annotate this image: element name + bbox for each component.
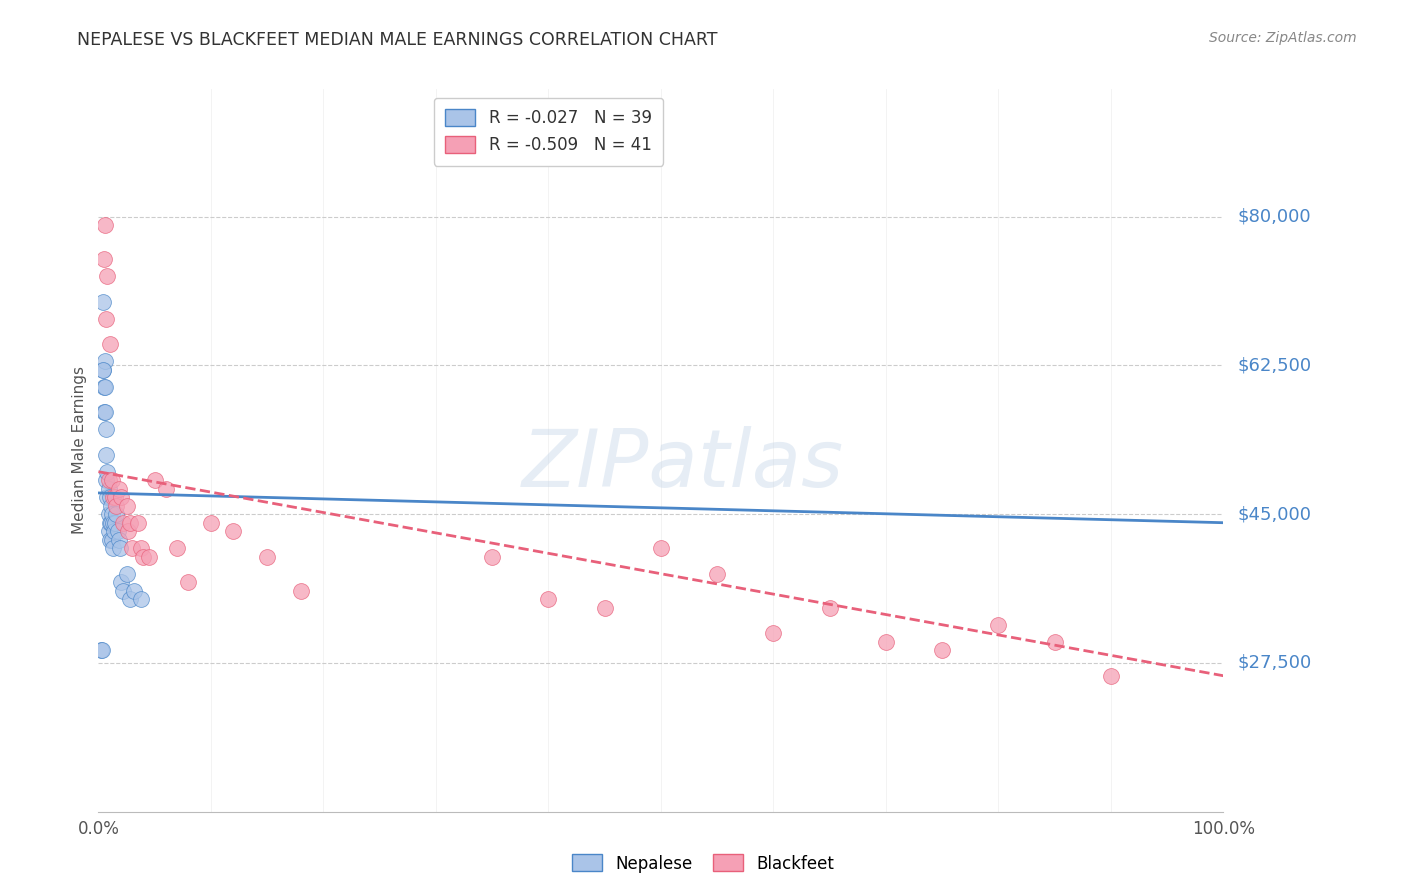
Point [706,566,728,581]
Point [1043,634,1066,648]
Point [90,643,112,657]
Point [96,490,118,504]
Point [94,218,117,232]
Text: $80,000: $80,000 [1237,208,1310,226]
Point [103,524,125,539]
Point [762,626,785,640]
Legend: R = -0.027   N = 39, R = -0.509   N = 41: R = -0.027 N = 39, R = -0.509 N = 41 [433,97,664,166]
Point [818,600,841,615]
Point [101,490,124,504]
Point [105,499,128,513]
Point [97,482,120,496]
Point [115,499,138,513]
Point [107,524,129,539]
Point [127,516,149,530]
Point [101,473,124,487]
Point [101,507,124,521]
Point [112,583,135,598]
Point [200,516,222,530]
Point [117,524,139,539]
Point [118,516,141,530]
Point [94,380,117,394]
Point [91,362,114,376]
Text: $62,500: $62,500 [1237,357,1312,375]
Point [100,516,122,530]
Point [1099,669,1122,683]
Point [96,311,118,326]
Point [108,541,131,556]
Point [118,592,141,607]
Point [124,583,146,598]
Point [96,473,118,487]
Text: $45,000: $45,000 [1237,505,1312,524]
Point [98,490,121,504]
Point [222,524,245,539]
Point [93,380,115,394]
Point [105,507,128,521]
Text: NEPALESE VS BLACKFEET MEDIAN MALE EARNINGS CORRELATION CHART: NEPALESE VS BLACKFEET MEDIAN MALE EARNIN… [77,31,718,49]
Point [101,516,124,530]
Point [987,617,1010,632]
Point [593,600,616,615]
Point [110,490,132,504]
Point [104,490,127,504]
Point [93,252,115,267]
Point [143,473,166,487]
Point [537,592,560,607]
Point [104,516,127,530]
Point [94,354,117,368]
Point [97,507,120,521]
Point [138,549,160,564]
Point [91,362,114,376]
Point [875,634,897,648]
Point [132,549,155,564]
Point [98,337,121,351]
Text: $27,500: $27,500 [1237,654,1312,672]
Point [96,269,118,284]
Point [96,448,118,462]
Legend: Nepalese, Blackfeet: Nepalese, Blackfeet [565,847,841,880]
Point [96,422,118,436]
Text: Source: ZipAtlas.com: Source: ZipAtlas.com [1209,31,1357,45]
Point [155,482,177,496]
Point [94,405,117,419]
Y-axis label: Median Male Earnings: Median Male Earnings [72,367,87,534]
Point [481,549,503,564]
Point [650,541,672,556]
Point [256,549,278,564]
Point [98,516,121,530]
Point [112,516,135,530]
Point [100,499,122,513]
Point [101,541,124,556]
Point [101,533,124,547]
Point [91,294,114,309]
Point [97,473,120,487]
Point [121,541,143,556]
Point [97,524,120,539]
Point [90,643,112,657]
Point [110,575,132,590]
Point [98,533,121,547]
Text: ZIPatlas: ZIPatlas [522,425,845,504]
Point [290,583,312,598]
Point [96,465,118,479]
Point [166,541,188,556]
Point [931,643,953,657]
Point [107,482,129,496]
Point [129,592,152,607]
Point [177,575,200,590]
Point [129,541,152,556]
Point [93,405,115,419]
Point [115,566,138,581]
Point [107,533,129,547]
